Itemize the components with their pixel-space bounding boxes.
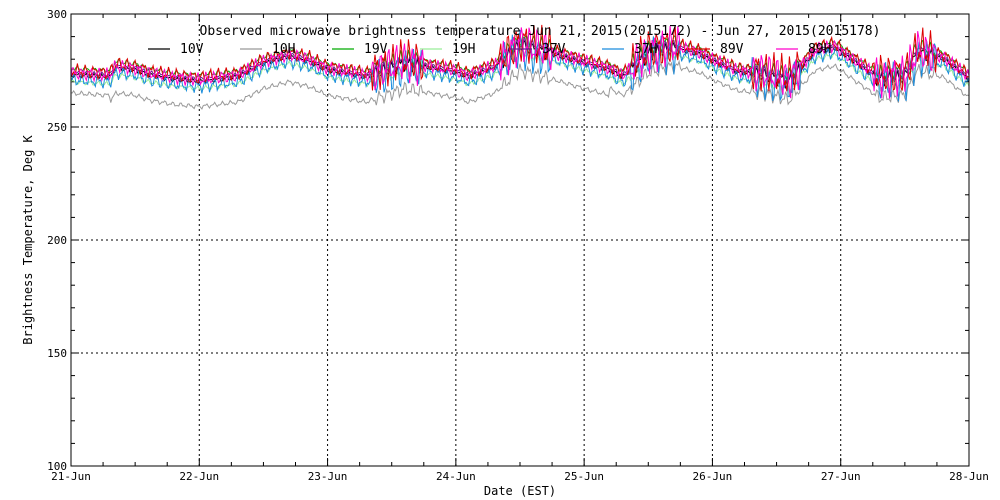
plot-frame bbox=[70, 13, 970, 467]
y-tick-label: 150 bbox=[47, 347, 67, 360]
x-tick-label: 22-Jun bbox=[179, 470, 219, 483]
x-axis-label: Date (EST) bbox=[484, 484, 556, 498]
y-tick-label: 200 bbox=[47, 234, 67, 247]
x-tick-label: 28-Jun bbox=[949, 470, 989, 483]
series-lines bbox=[70, 24, 970, 110]
y-axis-label: Brightness Temperature, Deg K bbox=[21, 134, 35, 344]
x-tick-label: 24-Jun bbox=[436, 470, 476, 483]
legend-label-89h: 89H bbox=[808, 42, 831, 57]
legend-label-89v: 89V bbox=[720, 42, 744, 57]
series-line-89h bbox=[70, 25, 970, 99]
legend-label-19h: 19H bbox=[452, 42, 475, 57]
series-line-37h bbox=[70, 29, 970, 102]
x-tick-label: 25-Jun bbox=[564, 470, 604, 483]
x-tick-label: 21-Jun bbox=[51, 470, 91, 483]
series-line-10h bbox=[70, 59, 970, 110]
legend-label-10v: 10V bbox=[180, 42, 204, 57]
legend: 10V 10H 19V 19H 37V 37H 89V 89H bbox=[148, 42, 831, 57]
y-tick-label: 250 bbox=[47, 121, 67, 134]
legend-label-10h: 10H bbox=[272, 42, 295, 57]
x-tick-label: 23-Jun bbox=[308, 470, 348, 483]
legend-label-37h: 37H bbox=[634, 42, 657, 57]
x-tick-label: 27-Jun bbox=[821, 470, 861, 483]
legend-label-37v: 37V bbox=[542, 42, 566, 57]
plot-background bbox=[71, 14, 969, 466]
y-tick-label: 100 bbox=[47, 460, 67, 473]
y-tick-label: 300 bbox=[47, 8, 67, 21]
x-tick-label: 26-Jun bbox=[693, 470, 733, 483]
legend-label-19v: 19V bbox=[364, 42, 388, 57]
y-tick-labels: 100 150 200 250 300 bbox=[47, 8, 67, 473]
x-tick-labels: 21-Jun 22-Jun 23-Jun 24-Jun 25-Jun 26-Jun 27-J… bbox=[51, 470, 989, 483]
chart-title: Observed microwave brightness temperatur… bbox=[200, 24, 881, 39]
